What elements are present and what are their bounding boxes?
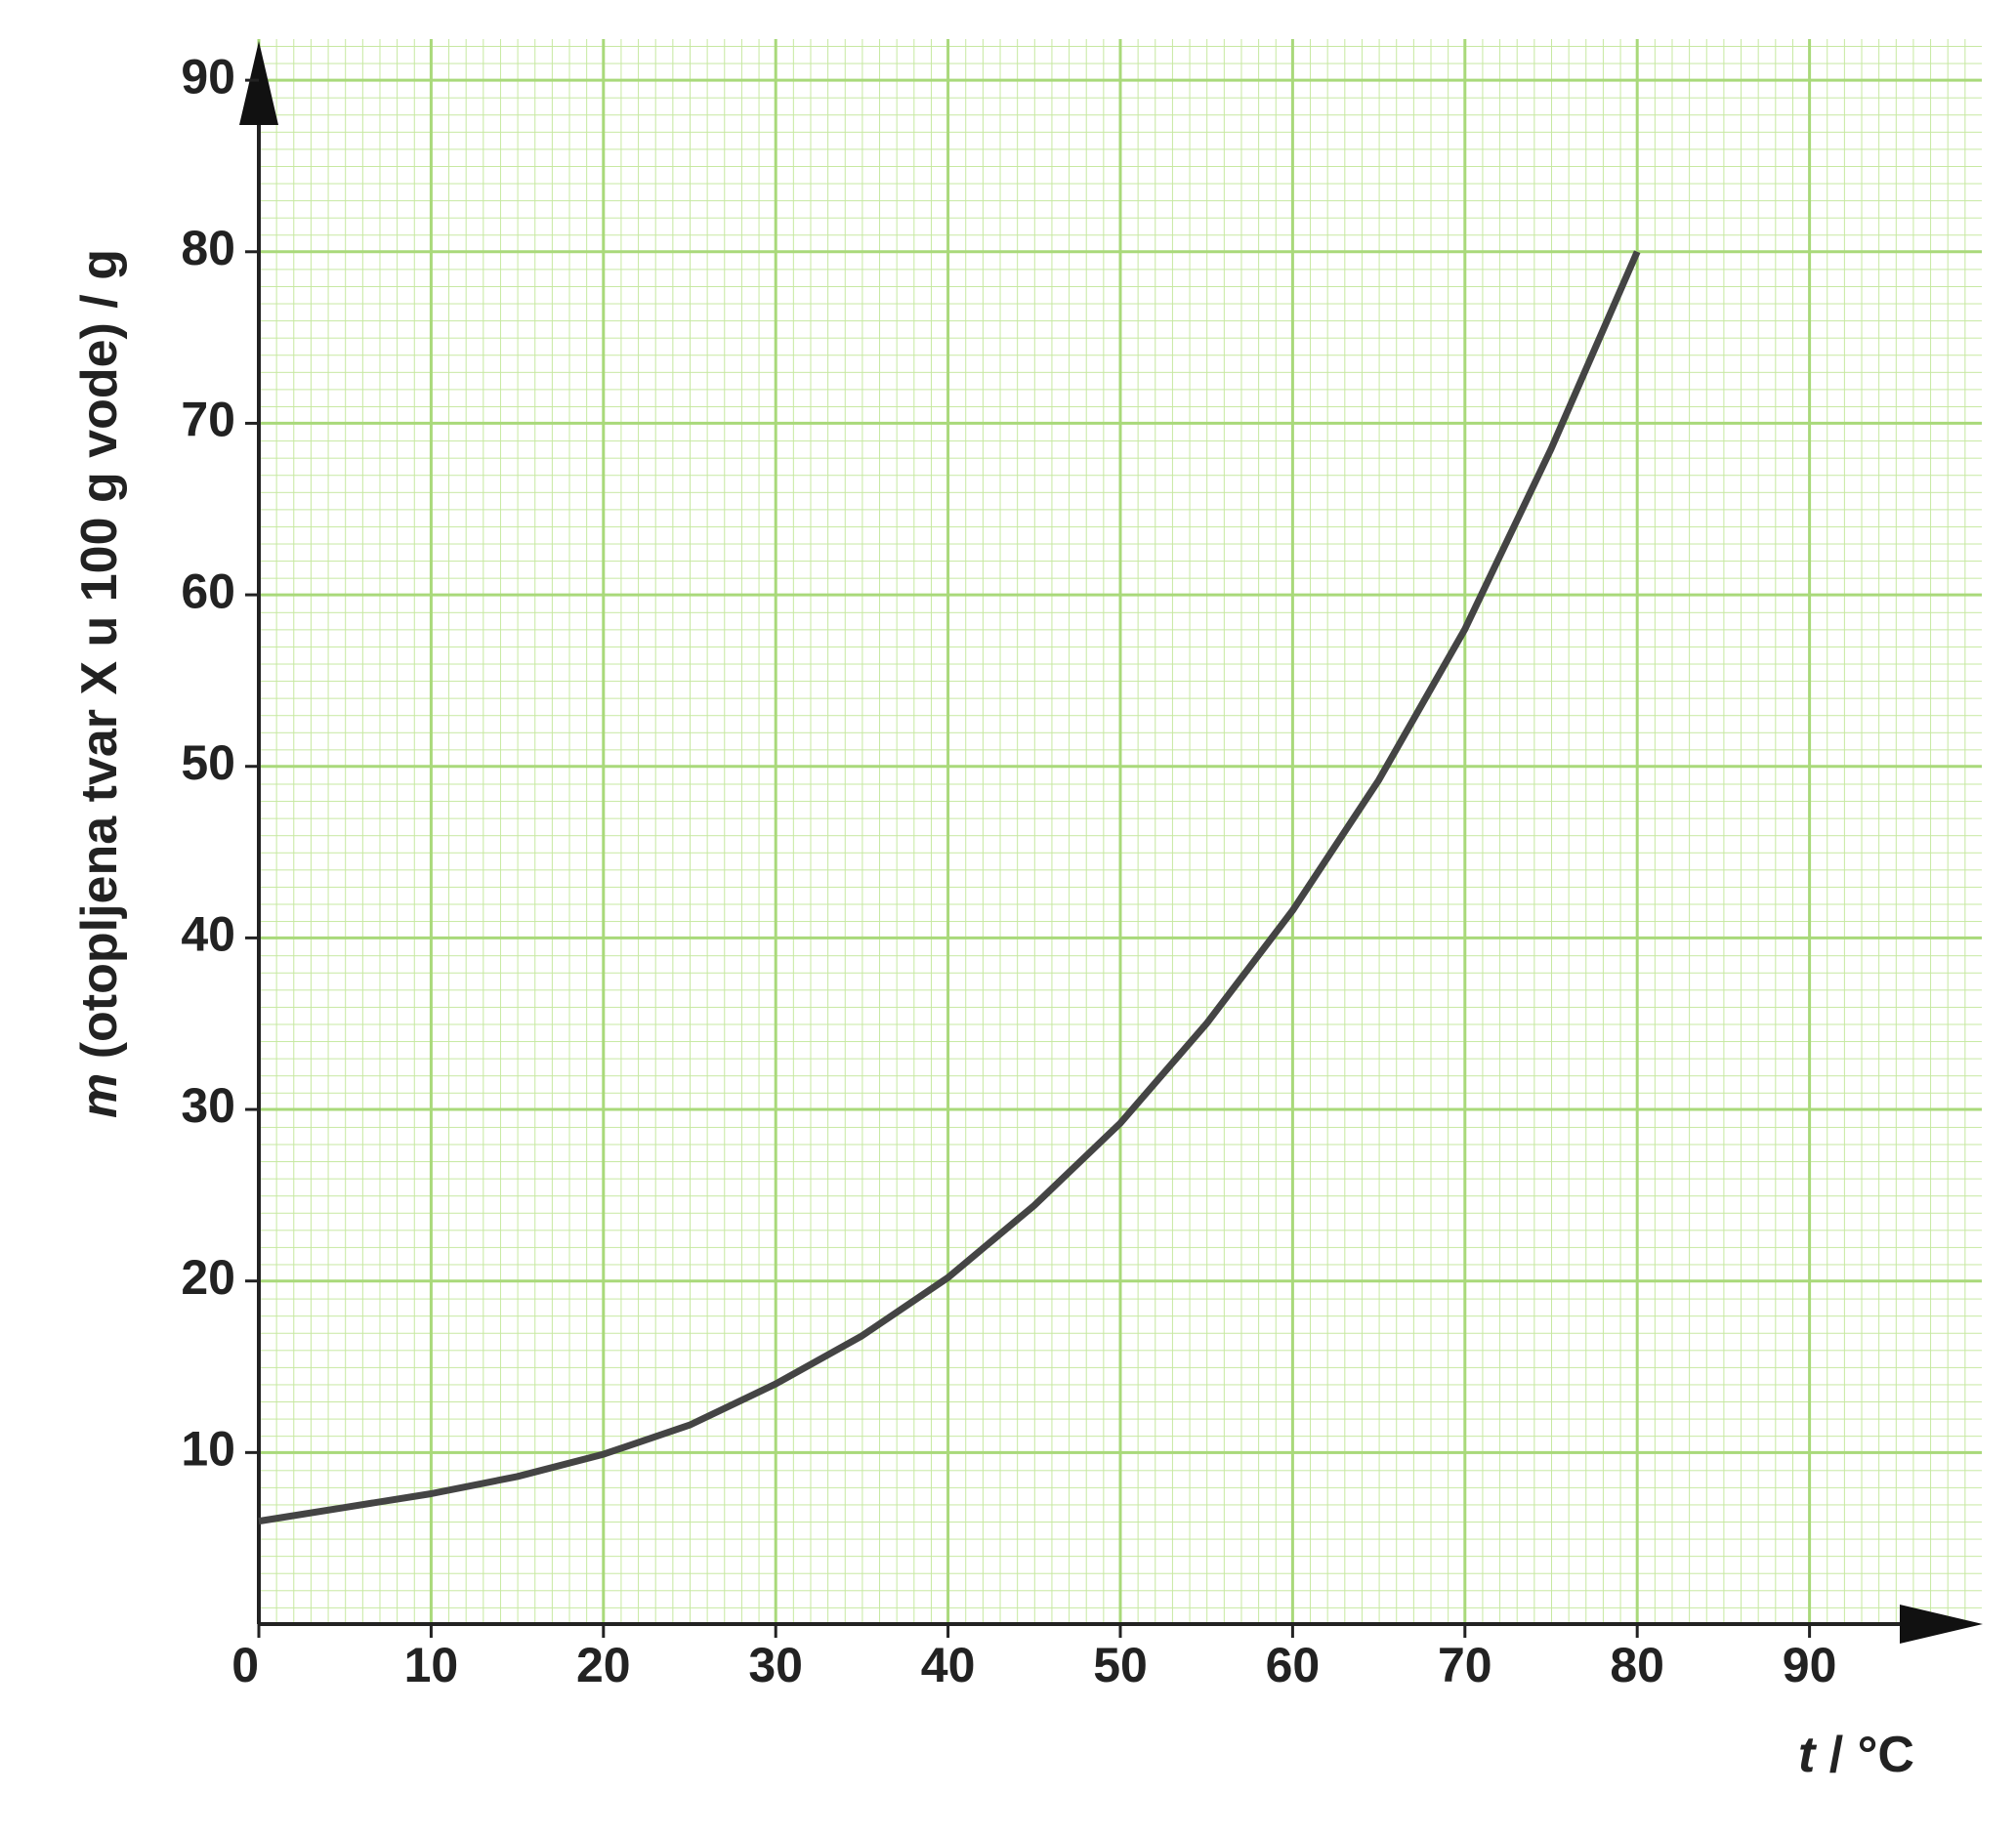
y-tick-label: 10 [181,1422,235,1477]
x-tick-label: 20 [576,1638,631,1692]
y-tick-label: 20 [181,1250,235,1305]
x-tick-label: 10 [404,1638,459,1692]
y-tick-label: 30 [181,1078,235,1133]
y-tick-label: 70 [181,393,235,447]
x-axis-arrow [1900,1605,1983,1644]
data-line [258,250,1641,1525]
y-tick-label: 60 [181,563,235,618]
x-tick-label: 90 [1783,1638,1837,1692]
x-tick-label: 0 [231,1638,259,1692]
y-axis-arrow [239,41,278,125]
y-tick-label: 90 [181,49,235,104]
x-tick-label: 30 [748,1638,803,1692]
y-tick-label: 40 [181,907,235,962]
y-tick-label: 80 [181,221,235,275]
x-axis-title: t / °C [1798,1727,1914,1783]
x-tick-label: 50 [1093,1638,1148,1692]
x-tick-label: 70 [1438,1638,1492,1692]
x-tick-label: 40 [921,1638,976,1692]
x-tick-label: 80 [1610,1638,1664,1692]
y-tick-label: 50 [181,735,235,790]
x-tick-label: 60 [1266,1638,1321,1692]
y-axis-title: m (otopljena tvar X u 100 g vode) / g [71,249,128,1118]
